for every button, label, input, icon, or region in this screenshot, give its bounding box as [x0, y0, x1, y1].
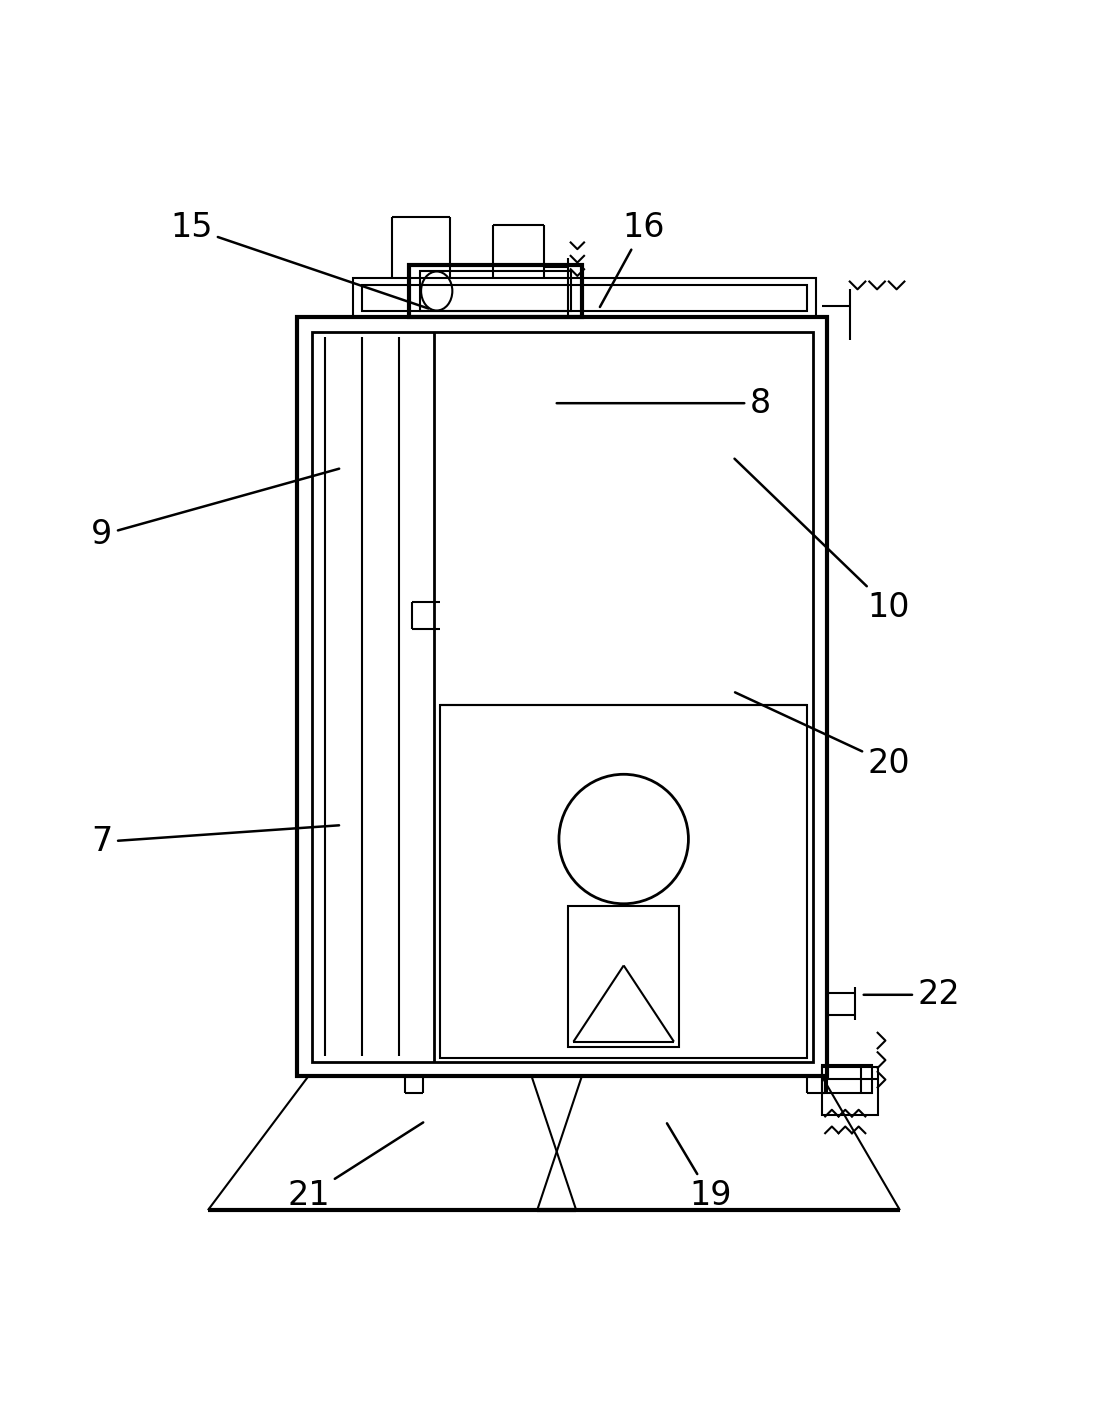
Text: 7: 7 [92, 825, 339, 859]
Bar [312, 331, 812, 1062]
Text: 10: 10 [734, 458, 910, 624]
Bar [821, 1067, 877, 1116]
Bar [408, 265, 582, 317]
Text: 19: 19 [667, 1123, 732, 1212]
Text: 21: 21 [288, 1123, 423, 1212]
Bar [361, 285, 807, 311]
Text: 15: 15 [170, 211, 429, 308]
Bar [440, 705, 807, 1059]
Bar [567, 906, 679, 1047]
Text: 20: 20 [735, 692, 910, 781]
Bar [352, 278, 816, 317]
Bar [420, 271, 571, 311]
Text: 22: 22 [864, 979, 960, 1012]
Text: 9: 9 [92, 468, 339, 551]
Text: 8: 8 [556, 387, 771, 420]
Bar [821, 1065, 872, 1093]
Text: 16: 16 [600, 211, 665, 307]
Bar [298, 317, 827, 1076]
